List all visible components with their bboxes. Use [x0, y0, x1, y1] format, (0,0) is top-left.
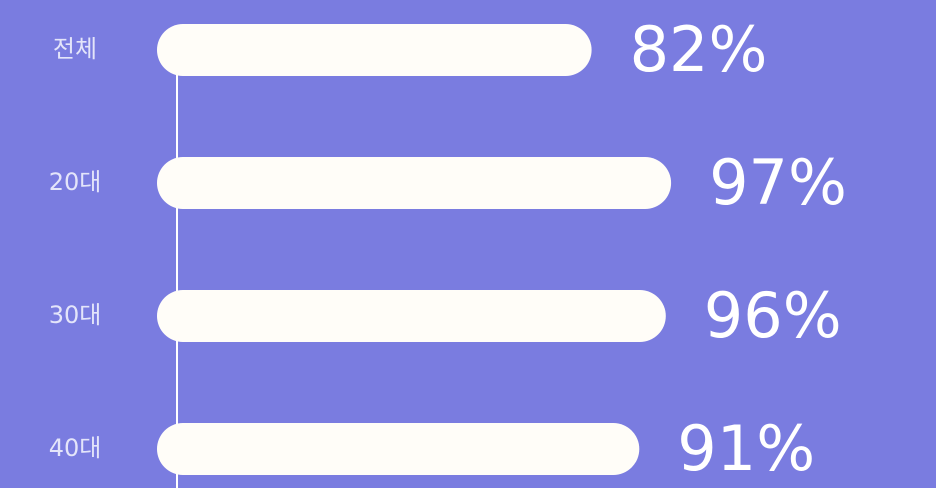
- bar: [157, 423, 640, 475]
- bar: [157, 290, 666, 342]
- value-label: 97%: [709, 146, 847, 219]
- category-label: 30대: [49, 301, 102, 329]
- value-label: 96%: [704, 279, 842, 352]
- bar: [157, 24, 592, 76]
- category-label: 전체: [53, 35, 97, 63]
- value-label: 82%: [630, 13, 768, 86]
- bar: [157, 157, 672, 209]
- category-label: 40대: [49, 434, 102, 462]
- value-label: 91%: [677, 412, 815, 485]
- category-label: 20대: [49, 168, 102, 196]
